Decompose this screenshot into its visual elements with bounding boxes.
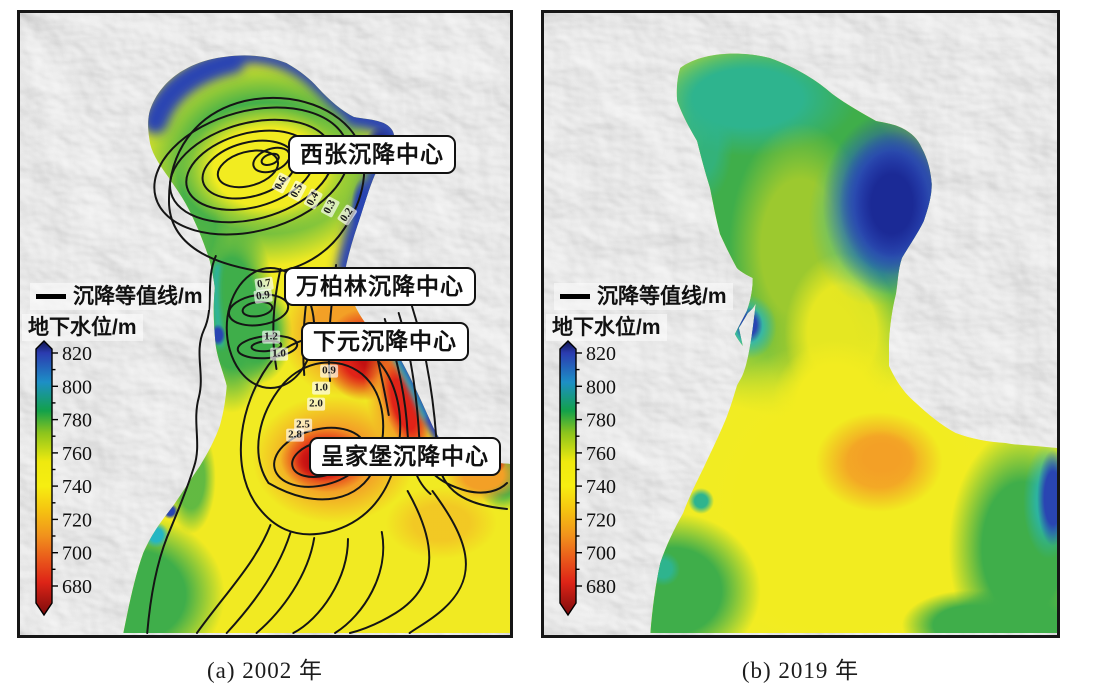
colorbar-tick-label: 760 xyxy=(62,443,92,465)
colorbar-tick-labels: 820 800 780 760 740 720 700 680 xyxy=(586,343,616,598)
colorbar-tick-label: 680 xyxy=(586,576,616,598)
contour-value: 1.0 xyxy=(270,347,288,361)
panel-2002: 沉降等值线/m 地下水位/m 820 800 780 760 74 xyxy=(17,10,513,638)
center-label-xiayuan: 下元沉降中心 xyxy=(301,322,469,361)
colorbar-ticks xyxy=(576,352,582,587)
contour-value: 0.9 xyxy=(320,364,338,378)
contour-value: 1.0 xyxy=(312,381,330,395)
colorbar-tick-label: 780 xyxy=(586,410,616,432)
legend-groundwater-label: 地下水位/m xyxy=(552,316,661,339)
colorbar-tick-label: 720 xyxy=(586,509,616,531)
colorbar-tick-label: 800 xyxy=(62,376,92,398)
contour-line-icon xyxy=(36,294,66,300)
contour-value: 0.9 xyxy=(253,288,273,304)
contour-value: 2.5 xyxy=(294,418,312,432)
legend-groundwater-row: 地下水位/m xyxy=(22,314,143,342)
caption-2002: (a) 2002 年 xyxy=(206,658,324,683)
map-2019 xyxy=(544,13,1057,635)
colorbar-tick-label: 800 xyxy=(586,376,616,398)
legend-contour-row: 沉降等值线/m xyxy=(30,283,209,311)
center-label-wanbailin: 万柏林沉降中心 xyxy=(284,267,476,306)
colorbar-ramp xyxy=(559,340,577,617)
colorbar-ramp xyxy=(35,340,53,617)
caption-2019: (b) 2019 年 xyxy=(741,658,860,683)
colorbar-tick-label: 740 xyxy=(62,476,92,498)
colorbar: 820 800 780 760 740 720 700 680 xyxy=(559,340,616,617)
contour-value: 1.2 xyxy=(262,330,280,344)
colorbar-tick-label: 780 xyxy=(62,410,92,432)
contour-line-icon xyxy=(560,294,590,300)
legend-groundwater-row: 地下水位/m xyxy=(546,314,667,342)
center-label-chengjiabu: 呈家堡沉降中心 xyxy=(309,437,501,476)
colorbar: 820 800 780 760 740 720 700 680 xyxy=(35,340,92,617)
colorbar-tick-label: 680 xyxy=(62,576,92,598)
legend-contour-label: 沉降等值线/m xyxy=(597,285,727,308)
colorbar-tick-label: 820 xyxy=(62,343,92,365)
colorbar-tick-label: 700 xyxy=(586,543,616,565)
colorbar-tick-label: 720 xyxy=(62,509,92,531)
contour-value: 2.0 xyxy=(307,397,325,411)
colorbar-tick-label: 700 xyxy=(62,543,92,565)
contour-value: 2.8 xyxy=(286,428,304,442)
colorbar-tick-labels: 820 800 780 760 740 720 700 680 xyxy=(62,343,92,598)
colorbar-tick-label: 760 xyxy=(586,443,616,465)
panel-2019: 沉降等值线/m 地下水位/m 820 800 780 760 74 xyxy=(541,10,1060,638)
legend-groundwater-label: 地下水位/m xyxy=(28,316,137,339)
center-label-xizhang: 西张沉降中心 xyxy=(288,135,456,174)
colorbar-ticks xyxy=(52,352,58,587)
legend-contour-label: 沉降等值线/m xyxy=(73,285,203,308)
legend-contour-row: 沉降等值线/m xyxy=(554,283,733,311)
colorbar-tick-label: 740 xyxy=(586,476,616,498)
colorbar-tick-label: 820 xyxy=(586,343,616,365)
